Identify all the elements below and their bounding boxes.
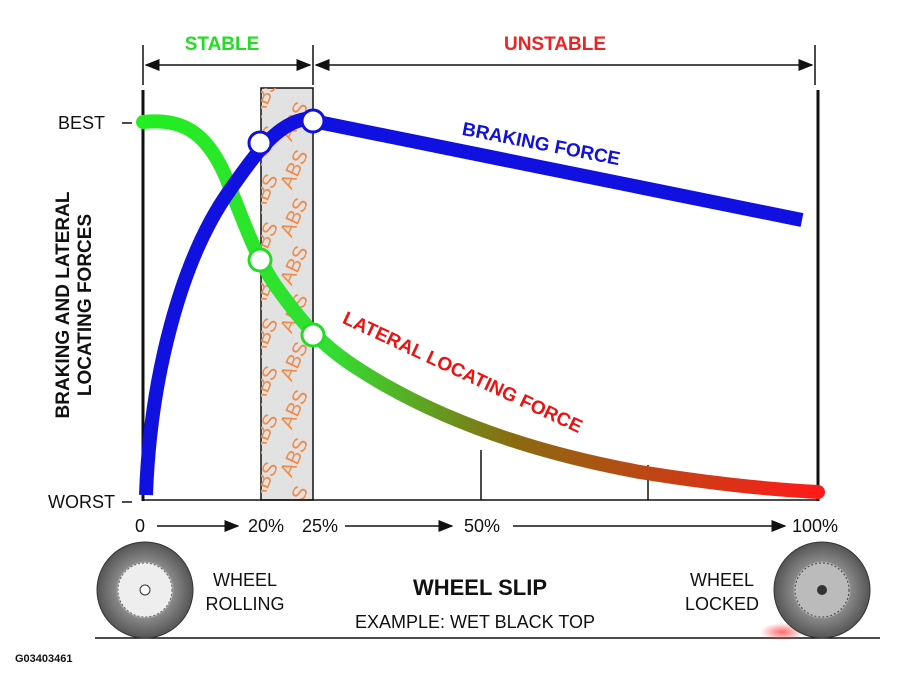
x-label: 50% — [464, 516, 500, 536]
lateral-curve — [136, 114, 825, 499]
wheel-text: ROLLING — [205, 594, 284, 614]
x-label: 20% — [248, 516, 284, 536]
wheel-right — [773, 541, 871, 639]
marker — [300, 322, 326, 348]
marker — [247, 247, 273, 273]
axes — [122, 90, 820, 503]
x-label: 25% — [302, 516, 338, 536]
x-title: WHEEL SLIP — [413, 575, 547, 600]
unstable-label: UNSTABLE — [504, 34, 606, 55]
stable-label: STABLE — [185, 34, 260, 55]
x-label: 100% — [792, 516, 838, 536]
header — [142, 45, 816, 85]
hub — [139, 584, 151, 596]
figure-code: G03403461 — [15, 653, 73, 665]
best-label: BEST — [58, 113, 105, 133]
y-title-line: LOCATING FORCES — [75, 214, 96, 396]
wheel-text: WHEEL — [213, 570, 277, 590]
x-subtitle: EXAMPLE: WET BLACK TOP — [355, 612, 595, 632]
wheel-text: LOCKED — [685, 594, 759, 614]
braking-curve — [139, 112, 804, 496]
wheel-text: WHEEL — [690, 570, 754, 590]
y-title-line: BRAKING AND LATERAL — [53, 191, 74, 418]
markers — [247, 108, 326, 348]
x-label: 0 — [135, 516, 145, 536]
wheel-left — [96, 541, 194, 639]
y-title: BRAKING AND LATERAL LOCATING FORCES — [53, 191, 96, 418]
worst-label: WORST — [48, 492, 115, 512]
hub — [817, 585, 827, 595]
marker — [300, 108, 326, 134]
marker — [247, 130, 273, 156]
